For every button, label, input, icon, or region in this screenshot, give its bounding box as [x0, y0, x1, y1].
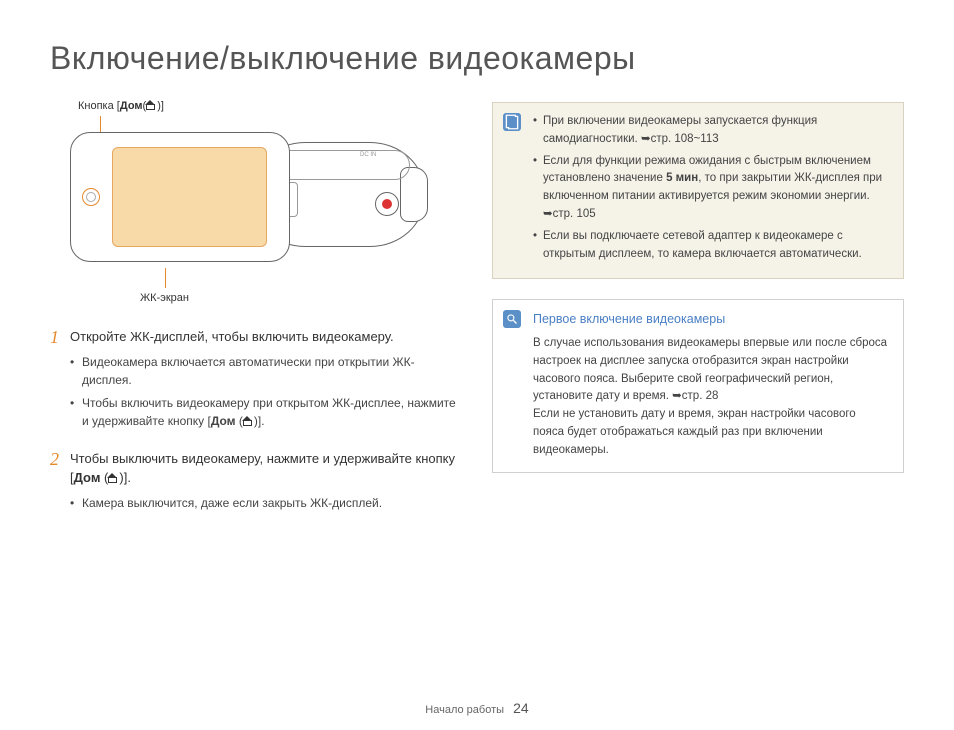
step-title: Откройте ЖК-дисплей, чтобы включить виде…	[70, 327, 462, 347]
step-number: 2	[50, 449, 59, 470]
note-item: Если вы подключаете сетевой адаптер к ви…	[533, 228, 891, 264]
camcorder-diagram: Кнопка [Дом()] DC IN ЖК-экран	[50, 102, 450, 302]
footer-section: Начало работы	[425, 704, 504, 716]
dcin-label: DC IN	[360, 152, 376, 158]
step-item: Чтобы включить видеокамеру при открытом …	[70, 394, 462, 431]
info-box: Первое включение видеокамеры В случае ис…	[492, 299, 904, 473]
left-column: Кнопка [Дом()] DC IN ЖК-экран 1 Откр	[50, 102, 462, 530]
callout-lcd: ЖК-экран	[140, 292, 189, 304]
lcd-screen	[112, 147, 267, 247]
page-footer: Начало работы 24	[0, 700, 954, 716]
step-title: Чтобы выключить видеокамеру, нажмите и у…	[70, 449, 462, 488]
note-box: При включении видеокамеры запускается фу…	[492, 102, 904, 279]
page-number: 24	[513, 700, 529, 716]
step-item: Видеокамера включается автоматически при…	[70, 353, 462, 390]
step-1: 1 Откройте ЖК-дисплей, чтобы включить ви…	[50, 327, 462, 431]
callout-home-button: Кнопка [Дом()]	[78, 100, 164, 112]
right-column: При включении видеокамеры запускается фу…	[492, 102, 904, 530]
step-number: 1	[50, 327, 59, 348]
note-item: Если для функции режима ожидания с быстр…	[533, 153, 891, 224]
home-icon	[108, 473, 119, 483]
home-icon	[146, 100, 157, 110]
callout-line	[165, 268, 166, 288]
info-body: В случае использования видеокамеры вперв…	[533, 335, 889, 406]
home-button-inner	[86, 192, 96, 202]
note-item: При включении видеокамеры запускается фу…	[533, 113, 891, 149]
home-icon	[243, 416, 254, 426]
info-body: Если не установить дату и время, экран н…	[533, 406, 889, 459]
magnifier-icon	[503, 310, 521, 328]
record-button-dot	[382, 199, 392, 209]
info-title: Первое включение видеокамеры	[533, 310, 889, 329]
step-item: Камера выключится, даже если закрыть ЖК-…	[70, 494, 462, 513]
step-2: 2 Чтобы выключить видеокамеру, нажмите и…	[50, 449, 462, 513]
note-icon	[503, 113, 521, 131]
page-title: Включение/выключение видеокамеры	[50, 40, 904, 77]
